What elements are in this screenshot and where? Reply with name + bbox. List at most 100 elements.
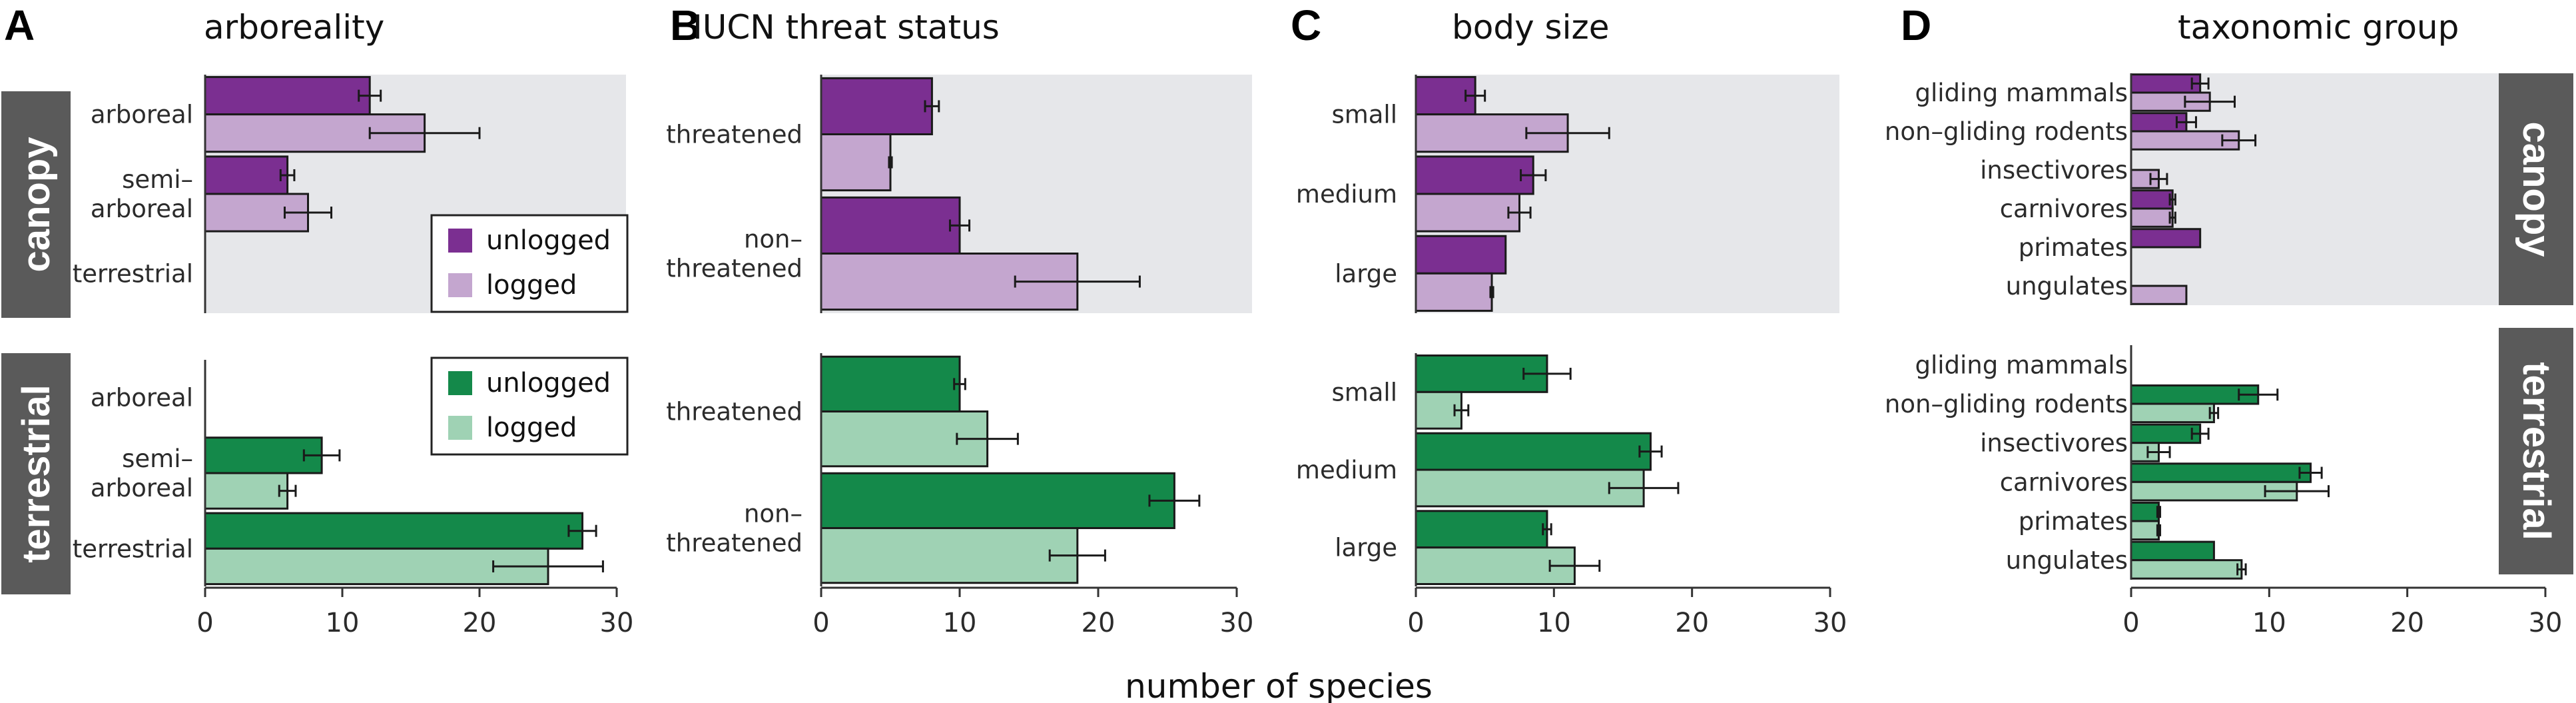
panel-c-x-tick-label-1: 10 <box>1537 608 1571 638</box>
legend-canopy-logged-label: logged <box>486 270 577 301</box>
panel-b-x-tick-label-3: 30 <box>1220 608 1254 638</box>
panel-d-canopy-bar-unlogged-0 <box>2130 73 2202 94</box>
terrestrial-tab-left <box>1 353 71 594</box>
panel-d-canopy-category-label-1-0: non–gliding rodents <box>1885 117 2128 146</box>
panel-d-terrestrial-category-label-5-0: ungulates <box>2006 546 2128 575</box>
panel-a-terrestrial-bar-logged-2 <box>204 547 549 586</box>
panel-d-canopy-bar-logged-1 <box>2130 130 2240 151</box>
panel-d-terrestrial-category-label-0-0: gliding mammals <box>1915 351 2128 379</box>
panel-b-canopy-category-label-1-0: non– <box>744 225 803 254</box>
terrestrial-tab-right <box>2499 328 2573 574</box>
canopy-tab-right <box>2499 73 2573 305</box>
panel-c-canopy-category-label-1-0: medium <box>1296 180 1397 209</box>
panel-b-x-tick-label-1: 10 <box>943 608 977 638</box>
legend-canopy-logged-swatch <box>448 273 472 297</box>
panel-a-terrestrial-category-label-2-0: terrestrial <box>73 534 193 563</box>
panel-a-terrestrial-category-label-1-0: semi– <box>122 444 193 473</box>
panel-d-x-tick-label-2: 20 <box>2390 608 2424 638</box>
panel-d-x-tick-label-1: 10 <box>2252 608 2286 638</box>
panel-b-letter: B <box>670 1 701 49</box>
panel-b-terrestrial-bar-unlogged-1 <box>820 472 1175 529</box>
axes-layer <box>204 73 2547 597</box>
legend-canopy-unlogged-label: unlogged <box>486 225 611 256</box>
panel-a-terrestrial-bar-unlogged-2 <box>204 512 583 550</box>
panel-a-terrestrial-bar-logged-1 <box>204 472 289 510</box>
panel-d-terrestrial-bar-unlogged-3 <box>2130 462 2312 483</box>
panel-a-canopy-bar-unlogged-1 <box>204 155 289 195</box>
panel-c-title: body size <box>1452 8 1610 47</box>
panel-b-terrestrial-category-label-1-0: non– <box>744 500 803 528</box>
panel-d-x-tick-label-3: 30 <box>2529 608 2563 638</box>
panel-b-title: IUCN threat status <box>693 8 1000 47</box>
canopy-tab-left <box>1 91 71 318</box>
panel-a-canopy-category-label-1-0: semi– <box>122 165 193 194</box>
panel-d-terrestrial-bar-logged-5 <box>2130 559 2243 580</box>
panel-b-canopy-bar-unlogged-0 <box>820 77 933 135</box>
panel-d-terrestrial-category-label-4-0: primates <box>2019 507 2128 536</box>
panel-d-title: taxonomic group <box>2178 8 2459 47</box>
panel-c-terrestrial-bar-logged-2 <box>1415 546 1576 586</box>
panel-d-terrestrial-category-label-1-0: non–gliding rodents <box>1885 390 2128 418</box>
panel-c-canopy-bar-logged-1 <box>1415 193 1520 233</box>
panel-c-canopy-bar-unlogged-1 <box>1415 155 1534 195</box>
legend-canopy-unlogged-swatch <box>448 229 472 253</box>
panel-c-canopy-category-label-2-0: large <box>1335 259 1397 288</box>
panel-d-canopy-bar-unlogged-3 <box>2130 189 2174 210</box>
panel-d-terrestrial-bar-unlogged-4 <box>2130 501 2160 522</box>
legend-terrestrial-unlogged-swatch <box>448 371 472 395</box>
panel-c-x-tick-label-0: 0 <box>1407 608 1424 638</box>
panel-b-x-tick-label-0: 0 <box>812 608 829 638</box>
panel-b-canopy-category-label-0-0: threatened <box>666 121 803 149</box>
panel-c-terrestrial-bar-unlogged-1 <box>1415 432 1652 471</box>
panel-b-terrestrial-category-label-0-0: threatened <box>666 398 803 426</box>
panel-a-canopy-bar-unlogged-0 <box>204 76 371 116</box>
panel-a-x-tick-label-0: 0 <box>196 608 213 638</box>
canopy-tab-left-label: canopy <box>15 137 58 272</box>
panel-a-title: arboreality <box>204 8 384 47</box>
panel-b-terrestrial-bar-unlogged-0 <box>820 355 961 412</box>
panel-d-terrestrial-bar-unlogged-5 <box>2130 540 2215 562</box>
terrestrial-tab-left-label: terrestrial <box>15 384 58 563</box>
legend-terrestrial-logged-label: logged <box>486 412 577 443</box>
panel-d-canopy-category-label-2-0: insectivores <box>1980 156 2128 185</box>
panel-c-terrestrial-category-label-1-0: medium <box>1296 456 1397 484</box>
panel-a-letter: A <box>4 1 35 49</box>
panel-a-terrestrial-category-label-1-1: arboreal <box>91 474 193 502</box>
panel-d-terrestrial-bar-unlogged-2 <box>2130 423 2202 444</box>
panel-c-terrestrial-category-label-0-0: small <box>1331 378 1397 406</box>
panel-d-terrestrial-bar-logged-4 <box>2130 520 2160 541</box>
panel-c-canopy-bar-logged-2 <box>1415 272 1493 312</box>
panel-d-canopy-bar-logged-3 <box>2130 207 2174 228</box>
panel-b-canopy-bar-logged-0 <box>820 133 892 192</box>
panel-a-x-tick-label-1: 10 <box>326 608 360 638</box>
panel-d-terrestrial-bar-logged-1 <box>2130 402 2215 424</box>
panel-d-canopy-category-label-0-0: gliding mammals <box>1915 79 2128 107</box>
canopy-tab-right-label: canopy <box>2515 121 2558 257</box>
panel-a-x-tick-label-2: 20 <box>463 608 497 638</box>
panel-d-canopy-category-label-5-0: ungulates <box>2006 272 2128 301</box>
panel-d-terrestrial-category-label-3-0: carnivores <box>2000 468 2128 496</box>
panel-c-terrestrial-bar-unlogged-2 <box>1415 510 1548 549</box>
panel-b-terrestrial-category-label-1-1: threatened <box>666 529 803 558</box>
panel-a-canopy-category-label-1-1: arboreal <box>91 195 193 223</box>
panel-d-canopy-shade <box>2131 73 2499 305</box>
panel-c-x-tick-label-2: 20 <box>1675 608 1709 638</box>
panel-d-x-tick-label-0: 0 <box>2122 608 2139 638</box>
panel-c-canopy-category-label-0-0: small <box>1331 101 1397 129</box>
panel-d-canopy-category-label-4-0: primates <box>2019 233 2128 262</box>
panel-a-canopy-category-label-0-0: arboreal <box>91 101 193 129</box>
legend-terrestrial-unlogged-label: unlogged <box>486 368 611 398</box>
panel-c-x-tick-label-3: 30 <box>1813 608 1847 638</box>
panel-a-canopy-category-label-2-0: terrestrial <box>73 259 193 288</box>
panel-d-canopy-category-label-3-0: carnivores <box>2000 195 2128 223</box>
panel-d-letter: D <box>1901 1 1931 49</box>
legend-terrestrial-logged-swatch <box>448 416 472 440</box>
panel-c-letter: C <box>1291 1 1321 49</box>
x-axis-label: number of species <box>1125 667 1433 703</box>
bars-layer <box>204 73 2330 586</box>
panel-d-canopy-bar-logged-5 <box>2130 285 2188 305</box>
terrestrial-tab-right-label: terrestrial <box>2515 362 2558 540</box>
panel-b-canopy-bar-unlogged-1 <box>820 196 961 255</box>
